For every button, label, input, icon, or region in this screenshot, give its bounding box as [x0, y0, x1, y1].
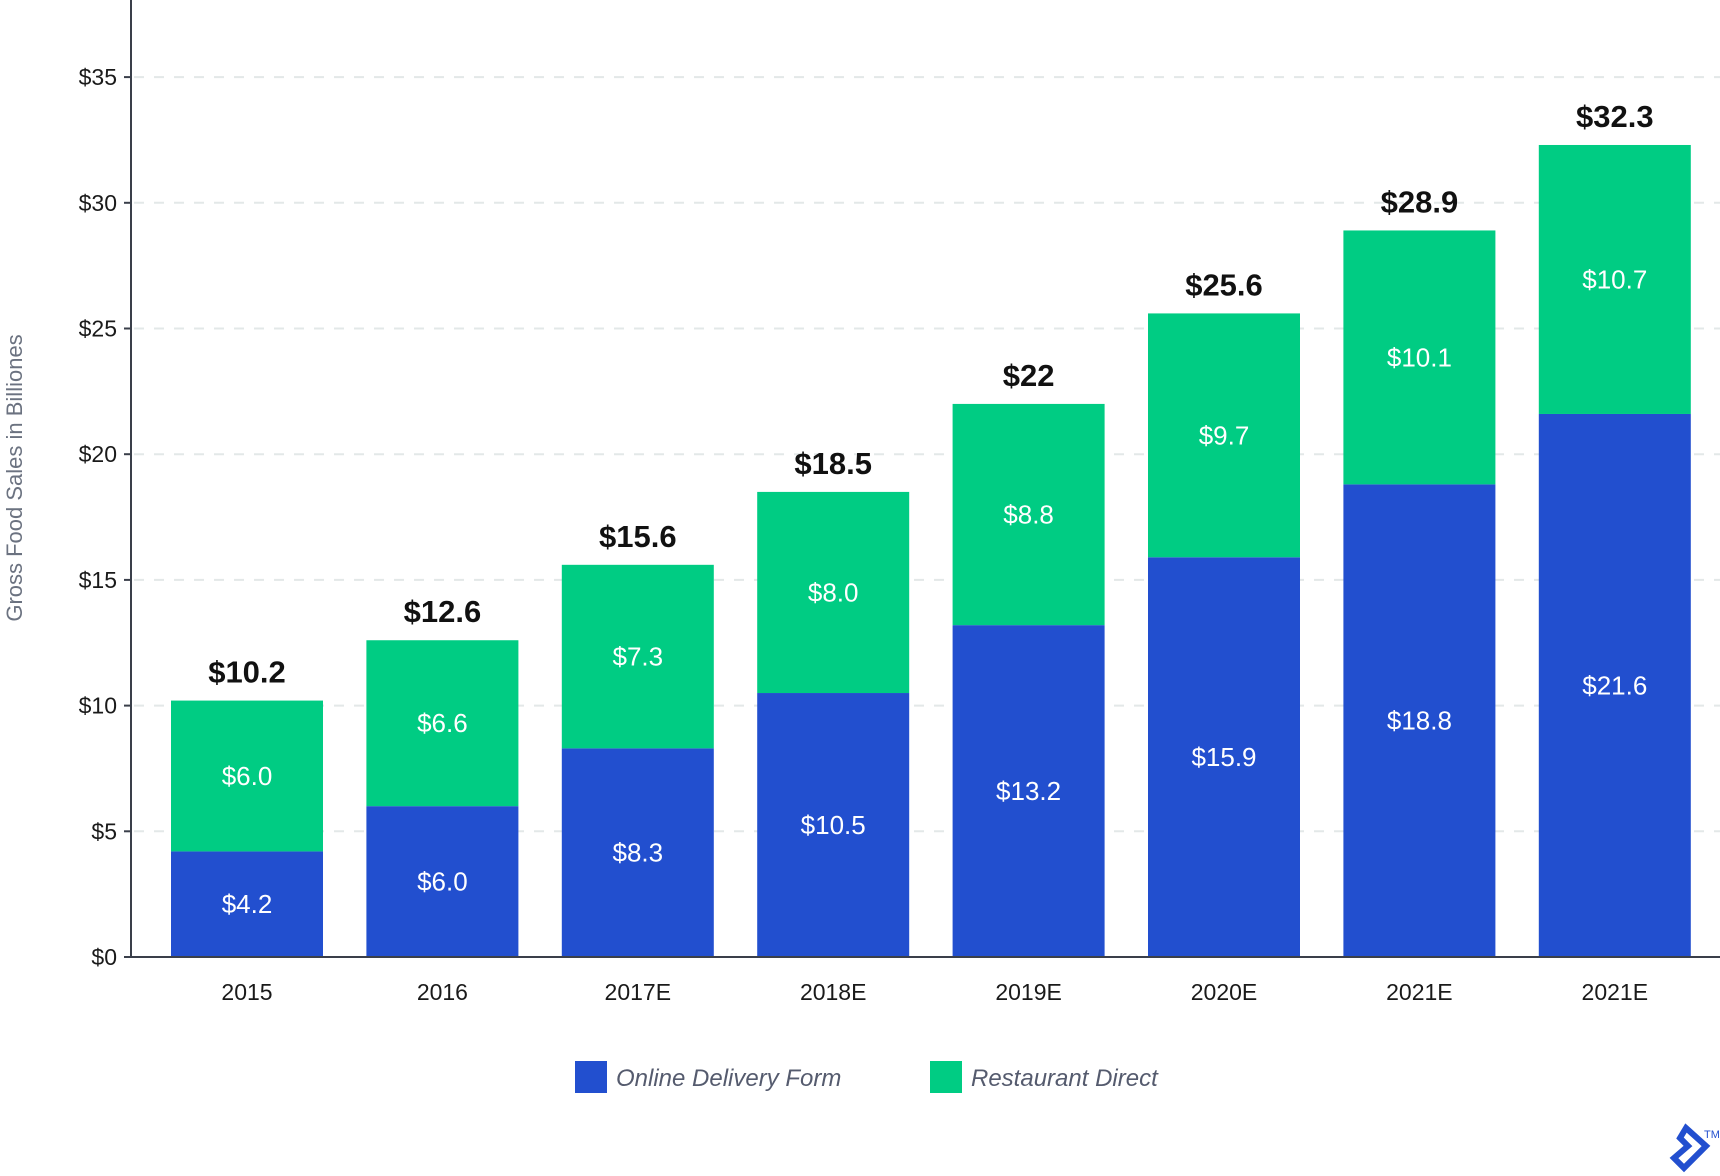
- segment-label: $15.9: [1191, 742, 1256, 772]
- y-tick-label: $10: [79, 693, 117, 719]
- x-tick-label: 2015: [221, 979, 272, 1005]
- bar-segment: [1538, 413, 1691, 957]
- segment-label: $8.0: [808, 577, 859, 607]
- legend-label: Online Delivery Form: [616, 1065, 841, 1092]
- segment-label: $6.0: [222, 761, 273, 791]
- bar-segment: [757, 491, 910, 694]
- segment-label: $13.2: [996, 776, 1061, 806]
- segment-label: $18.8: [1387, 706, 1452, 736]
- y-axis-label: Gross Food Sales in Billiones: [2, 334, 27, 621]
- total-label: $18.5: [794, 446, 872, 481]
- total-label: $12.6: [404, 594, 482, 629]
- legend-label: Restaurant Direct: [971, 1065, 1159, 1092]
- segment-label: $4.2: [222, 889, 273, 919]
- y-tick-label: $25: [79, 316, 117, 342]
- segment-label: $7.3: [612, 642, 663, 672]
- bar-segment: [1343, 484, 1496, 957]
- bar-segment: [1148, 313, 1300, 558]
- bar-segment: [366, 640, 519, 807]
- segment-label: $10.5: [801, 810, 866, 840]
- segment-label: $6.6: [417, 708, 468, 738]
- bar-segment: [952, 625, 1105, 957]
- bar-segment: [171, 851, 323, 957]
- total-label: $22: [1003, 358, 1055, 393]
- total-label: $32.3: [1576, 99, 1654, 134]
- total-label: $25.6: [1185, 267, 1263, 302]
- segment-label: $21.6: [1582, 670, 1647, 700]
- x-tick-label: 2017E: [605, 979, 672, 1005]
- x-tick-label: 2018E: [800, 979, 867, 1005]
- total-label: $15.6: [599, 519, 677, 554]
- y-tick-label: $5: [91, 818, 117, 844]
- y-tick-label: $35: [79, 64, 117, 90]
- y-tick-label: $30: [79, 190, 117, 216]
- legend-swatch: [930, 1061, 962, 1093]
- bar-segment: [757, 693, 910, 957]
- bar-segment: [952, 403, 1105, 626]
- segment-label: $6.0: [417, 867, 468, 897]
- toptal-logo: TM: [1669, 1123, 1720, 1173]
- x-tick-label: 2016: [417, 979, 468, 1005]
- total-label: $28.9: [1381, 184, 1459, 219]
- x-tick-label: 2019E: [995, 979, 1062, 1005]
- y-tick-label: $20: [79, 441, 117, 467]
- y-tick-label: $0: [91, 944, 117, 970]
- bar-segment: [366, 806, 519, 957]
- x-tick-label: 2020E: [1191, 979, 1258, 1005]
- legend-swatch: [575, 1061, 607, 1093]
- segment-label: $8.3: [612, 838, 663, 868]
- bar-segment: [171, 700, 323, 852]
- bar-segment: [1148, 557, 1300, 957]
- segment-label: $10.7: [1582, 264, 1647, 294]
- x-tick-label: 2021E: [1582, 979, 1649, 1005]
- labels: $4.2 $6.0 $10.2 2015 $6.0 $6.6 $12.6 2016 $8.3 $7…: [208, 99, 1653, 1005]
- legend: Online Delivery Form Restaurant Direct: [575, 1061, 1159, 1093]
- segment-label: $10.1: [1387, 342, 1452, 372]
- segment-label: $8.8: [1003, 500, 1054, 530]
- x-tick-label: 2021E: [1386, 979, 1453, 1005]
- bar-segment: [561, 564, 714, 749]
- svg-text:TM: TM: [1704, 1129, 1720, 1141]
- bar-segment: [1538, 144, 1691, 414]
- total-label: $10.2: [208, 655, 286, 690]
- segment-label: $9.7: [1199, 420, 1250, 450]
- bar-segment: [1343, 230, 1496, 485]
- bars: [171, 144, 1691, 957]
- bar-segment: [561, 748, 714, 957]
- y-tick-label: $15: [79, 567, 117, 593]
